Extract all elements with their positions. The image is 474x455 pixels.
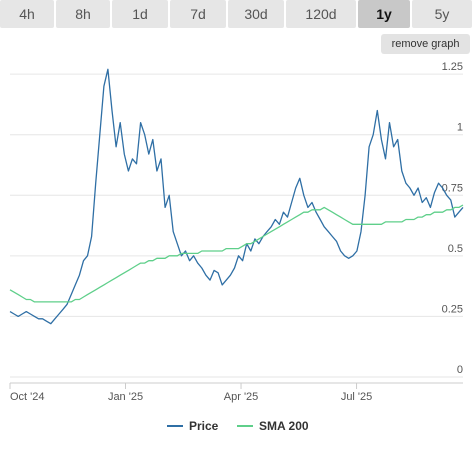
y-tick-label: 0.25 [442, 303, 463, 315]
tab-7d[interactable]: 7d [170, 0, 226, 28]
legend-price-label[interactable]: Price [189, 419, 219, 433]
tab-1y[interactable]: 1y [358, 0, 410, 28]
legend-sma-200-label[interactable]: SMA 200 [259, 419, 309, 433]
y-tick-label: 1.25 [442, 61, 463, 73]
y-tick-label: 1 [457, 122, 463, 134]
tab-1d[interactable]: 1d [112, 0, 168, 28]
tab-8h[interactable]: 8h [56, 0, 110, 28]
remove-graph-button[interactable]: remove graph [381, 34, 470, 54]
tab-120d[interactable]: 120d [286, 0, 356, 28]
y-tick-label: 0.5 [448, 243, 463, 255]
sma-200-series-line [9, 204, 464, 303]
x-tick-label: Apr '25 [224, 391, 259, 403]
x-tick-label: Jul '25 [341, 391, 372, 403]
price-series-line [9, 68, 464, 325]
x-tick-label: Oct '24 [10, 391, 45, 403]
x-tick-label: Jan '25 [108, 391, 143, 403]
tab-30d[interactable]: 30d [228, 0, 284, 28]
y-tick-label: 0 [457, 364, 463, 376]
tab-5y[interactable]: 5y [412, 0, 472, 28]
y-tick-label: 0.75 [442, 182, 463, 194]
tab-4h[interactable]: 4h [0, 0, 54, 28]
time-range-tabs: 4h 8h 1d 7d 30d 120d 1y 5y [0, 0, 474, 30]
